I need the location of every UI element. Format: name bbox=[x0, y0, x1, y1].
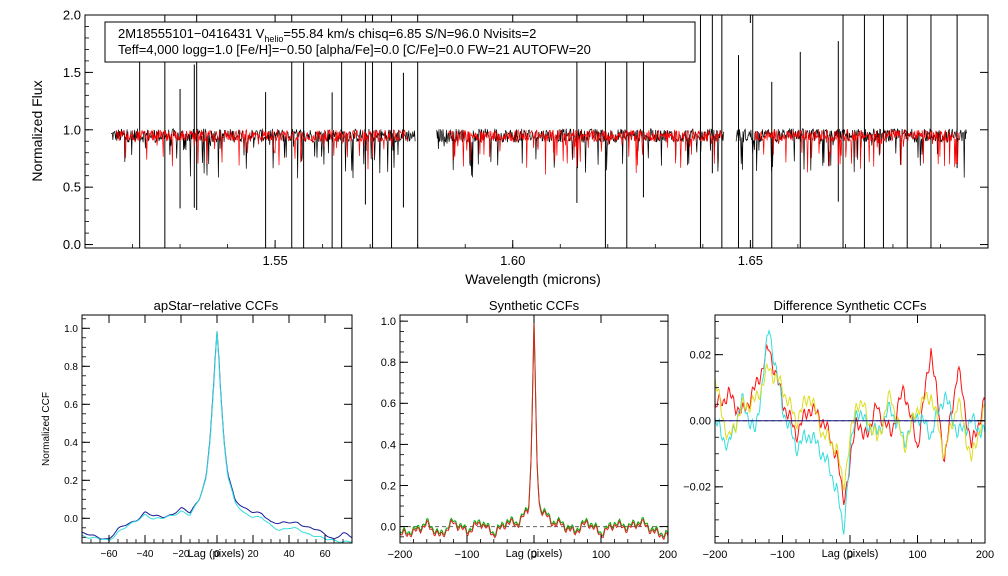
synthetic-ccf-ytick-label: 0.0 bbox=[381, 521, 396, 533]
apstar-ccf-series-visit bbox=[81, 330, 352, 543]
spectrum-ytick-label: 2.0 bbox=[63, 8, 81, 23]
synthetic-ccf-frame bbox=[399, 314, 669, 544]
difference-ccf-series-visit-A bbox=[714, 343, 986, 505]
apstar-ccf-xtick-label: 20 bbox=[247, 549, 259, 560]
difference-ccf-ytick-label: 0.02 bbox=[690, 350, 711, 362]
spectrum-ylabel: Normalized Flux bbox=[29, 80, 45, 181]
spectrum-ytick-label: 1.5 bbox=[63, 65, 81, 80]
apstar-ccf-frame bbox=[81, 314, 353, 544]
synthetic-ccf-ticks: −200 −100 0 100 200 0.0 0.2 0.4 0.6 0.8 1.0 bbox=[381, 315, 677, 561]
synthetic-ccf-xtick-label: −200 bbox=[388, 549, 413, 561]
difference-ccf-title: Difference Synthetic CCFs bbox=[774, 298, 927, 313]
difference-ccf-ticks: −200 −100 0 100 200 −0.02 0.00 0.02 bbox=[683, 315, 994, 561]
synthetic-ccf-ytick-label: 0.8 bbox=[381, 357, 396, 369]
synthetic-ccf-xtick-label: −100 bbox=[455, 549, 480, 561]
spectrum-xtick-label: 1.55 bbox=[262, 253, 287, 268]
difference-ccf-xtick-label: −200 bbox=[703, 549, 728, 561]
synthetic-ccf-ytick-label: 0.4 bbox=[381, 439, 396, 451]
apstar-ccf-ytick-label: 0.2 bbox=[64, 476, 78, 487]
model-spectrum-line bbox=[115, 128, 409, 170]
difference-ccf-series bbox=[714, 328, 986, 535]
apstar-ccf-xtick-label: 40 bbox=[283, 549, 295, 560]
spectrum-ytick-label: 1.0 bbox=[63, 122, 81, 137]
spectrum-xtick-label: 1.60 bbox=[500, 253, 525, 268]
apstar-ccf-xtick-label: 60 bbox=[319, 549, 331, 560]
apstar-ccf-title: apStar−relative CCFs bbox=[154, 298, 279, 313]
info-line-1-a: 2M18555101−0416431 V bbox=[118, 26, 265, 41]
apstar-ccf-series-combined bbox=[81, 331, 353, 540]
apstar-ccf-xtick-label: 0 bbox=[214, 549, 220, 560]
spectrum-xlabel: Wavelength (microns) bbox=[465, 271, 601, 287]
apstar-ccf-xtick-label: −20 bbox=[173, 549, 190, 560]
difference-ccf-xtick-label: 200 bbox=[976, 549, 994, 561]
difference-ccf-panel: Difference Synthetic CCFs −200 −100 0 100 20… bbox=[683, 298, 994, 561]
apstar-ccf-ylabel: Normalized CCF bbox=[41, 392, 52, 466]
difference-ccf-series-visit-B bbox=[714, 328, 986, 535]
spectrum-ytick-label: 0.5 bbox=[63, 180, 81, 195]
synthetic-ccf-ytick-label: 0.2 bbox=[381, 480, 396, 492]
synthetic-ccf-title: Synthetic CCFs bbox=[489, 298, 580, 313]
info-line-2: Teff=4,000 logg=1.0 [Fe/H]=−0.50 [alpha/… bbox=[118, 42, 591, 57]
info-line-1-b: =55.84 km/s chisq=6.85 S/N=96.0 Nvisits=… bbox=[283, 26, 536, 41]
synthetic-ccf-series-visit-2 bbox=[399, 321, 669, 541]
apstar-ccf-panel: apStar−relative CCFs −60 −40 −20 0 20 40 60 0.0… bbox=[41, 298, 353, 560]
difference-ccf-ytick-label: 0.00 bbox=[690, 416, 711, 428]
synthetic-ccf-series bbox=[399, 319, 669, 541]
apstar-ccf-ytick-label: 0.8 bbox=[64, 362, 78, 373]
spectrum-model-layer bbox=[115, 128, 960, 175]
spectrum-observed-layer bbox=[110, 15, 967, 248]
apstar-ccf-ytick-label: 0.4 bbox=[64, 438, 78, 449]
apstar-ccf-ticks: −60 −40 −20 0 20 40 60 0.0 0.2 0.4 0.6 0.8 1.0 bbox=[64, 315, 353, 560]
difference-ccf-xtick-label: 100 bbox=[908, 549, 926, 561]
info-line-1: 2M18555101−0416431 Vhelio=55.84 km/s chi… bbox=[118, 26, 536, 44]
spectrum-xtick-label: 1.65 bbox=[738, 253, 763, 268]
difference-ccf-ytick-label: −0.02 bbox=[683, 482, 711, 494]
spectrum-frame bbox=[84, 14, 989, 249]
difference-ccf-series-visit-C bbox=[714, 362, 986, 491]
info-box-frame bbox=[104, 21, 696, 63]
synthetic-ccf-panel: Synthetic CCFs −200 −100 0 100 200 0.0 0.2 0.4 0… bbox=[381, 298, 677, 561]
apstar-ccf-ytick-label: 1.0 bbox=[64, 324, 78, 335]
model-spectrum-line bbox=[448, 129, 723, 175]
synthetic-ccf-ytick-label: 1.0 bbox=[381, 316, 396, 328]
synthetic-ccf-xtick-label: 200 bbox=[659, 549, 677, 561]
difference-ccf-xtick-label: −100 bbox=[770, 549, 795, 561]
info-line-1-sub: helio bbox=[264, 34, 283, 44]
spectrum-ticks: 1.55 1.60 1.65 0.0 0.5 1.0 1.5 2.0 bbox=[63, 8, 989, 268]
spectrum-ytick-label: 0.0 bbox=[63, 237, 81, 252]
difference-ccf-frame bbox=[714, 314, 986, 544]
apstar-ccf-series bbox=[81, 330, 353, 543]
synthetic-ccf-xtick-label: 0 bbox=[531, 549, 537, 561]
apstar-ccf-xtick-label: −60 bbox=[101, 549, 118, 560]
spectrum-panel: 1.55 1.60 1.65 0.0 0.5 1.0 1.5 2.0 2M18555101−0… bbox=[29, 8, 989, 287]
synthetic-ccf-series-visit-1 bbox=[399, 319, 669, 539]
difference-ccf-xlabel: Lag (pixels) bbox=[822, 548, 879, 560]
apstar-ccf-xtick-label: −40 bbox=[137, 549, 154, 560]
difference-ccf-xtick-label: 0 bbox=[847, 549, 853, 561]
synthetic-ccf-xtick-label: 100 bbox=[592, 549, 610, 561]
synthetic-ccf-xlabel: Lag (pixels) bbox=[506, 548, 563, 560]
apstar-ccf-ytick-label: 0.0 bbox=[64, 514, 78, 525]
apstar-ccf-xlabel: Lag (pixels) bbox=[188, 548, 245, 560]
model-spectrum-line bbox=[754, 128, 960, 173]
info-box: 2M18555101−0416431 Vhelio=55.84 km/s chi… bbox=[104, 21, 696, 63]
synthetic-ccf-ytick-label: 0.6 bbox=[381, 398, 396, 410]
apstar-ccf-ytick-label: 0.6 bbox=[64, 400, 78, 411]
